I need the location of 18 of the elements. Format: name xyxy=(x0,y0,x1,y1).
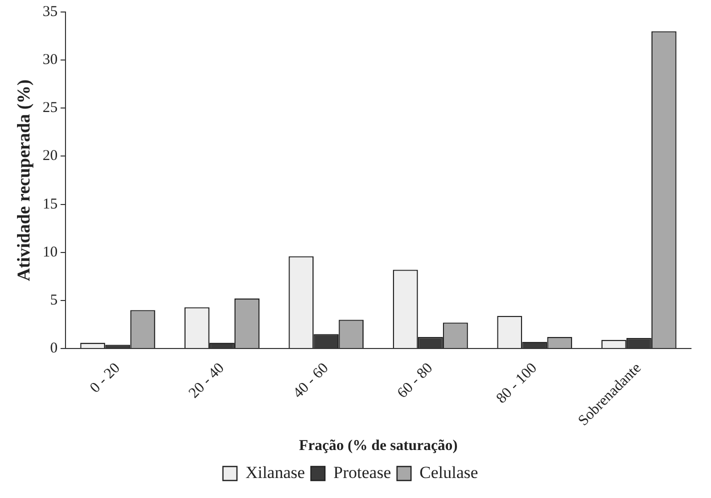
y-axis-title: Atividade recuperada (%) xyxy=(13,79,34,282)
x-tick-label: 0 - 20 xyxy=(87,360,124,396)
legend-label: Protease xyxy=(333,462,392,482)
y-tick-label: 30 xyxy=(42,52,58,68)
y-tick-label: 0 xyxy=(50,340,58,356)
y-tick-label: 20 xyxy=(42,148,58,164)
x-tick-label: 60 - 80 xyxy=(394,360,436,402)
x-tick-label: 80 - 100 xyxy=(494,360,540,407)
y-tick-label: 25 xyxy=(42,100,58,116)
y-tick-label: 35 xyxy=(42,4,58,20)
legend-label: Celulase xyxy=(420,462,478,482)
x-axis-title: Fração (% de saturação) xyxy=(298,438,458,454)
x-tick-label: 40 - 60 xyxy=(290,360,332,402)
legend-label: Xilanase xyxy=(245,462,305,482)
y-tick-label: 5 xyxy=(50,292,58,308)
y-tick-label: 15 xyxy=(42,196,58,212)
y-tick-label: 10 xyxy=(42,244,58,260)
x-tick-label: 20 - 40 xyxy=(186,360,228,402)
